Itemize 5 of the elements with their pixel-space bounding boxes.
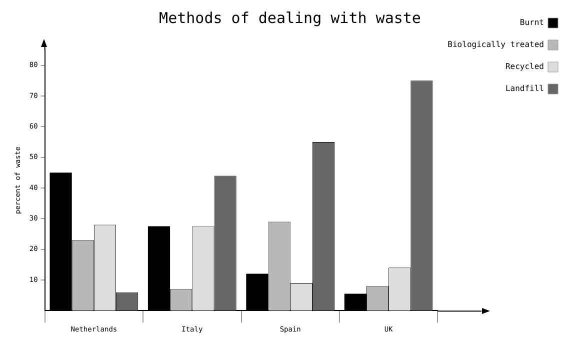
legend-label: Biologically treated	[448, 40, 544, 50]
legend-label: Recycled	[505, 62, 544, 72]
chart-title: Methods of dealing with waste	[159, 8, 421, 27]
legend-label: Burnt	[520, 18, 544, 28]
legend-label: Landfill	[505, 84, 544, 94]
